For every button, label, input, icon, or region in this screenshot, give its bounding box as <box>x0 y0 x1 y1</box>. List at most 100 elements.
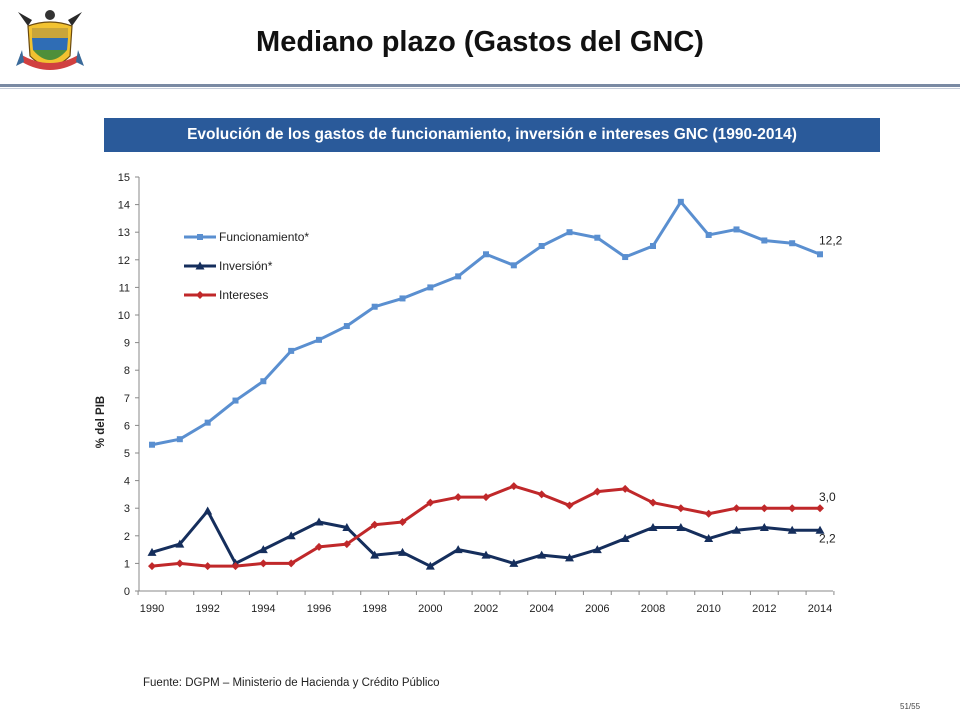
data-point-intereses <box>342 540 351 549</box>
data-point-inversin <box>732 525 741 534</box>
x-tick-label: 1996 <box>307 603 331 615</box>
x-tick-label: 2014 <box>808 603 832 615</box>
data-point-intereses <box>732 504 741 513</box>
x-tick-label: 2012 <box>752 603 776 615</box>
data-point-funcionamiento <box>566 229 573 236</box>
x-tick-label: 1994 <box>251 603 275 615</box>
x-tick-label: 2002 <box>474 603 498 615</box>
data-point-funcionamiento <box>483 251 489 258</box>
data-point-intereses <box>482 493 490 502</box>
data-point-funcionamiento <box>204 419 211 426</box>
data-point-inversin <box>370 550 380 559</box>
x-tick-label: 2006 <box>585 603 609 615</box>
data-point-inversin <box>398 547 407 556</box>
data-point-inversin <box>342 523 352 532</box>
legend-label-intereses: Intereses <box>219 288 268 302</box>
data-point-funcionamiento <box>176 436 183 443</box>
data-point-intereses <box>788 504 797 513</box>
legend-label-funcionamiento: Funcionamiento* <box>219 230 309 244</box>
data-point-intereses <box>370 520 379 529</box>
data-point-intereses <box>676 504 685 513</box>
data-point-funcionamiento <box>343 323 350 330</box>
y-tick-label: 9 <box>124 338 130 350</box>
data-point-funcionamiento <box>510 262 517 269</box>
data-point-intereses <box>315 542 323 551</box>
data-point-funcionamiento <box>316 336 322 343</box>
legend-marker-inversin <box>195 261 205 270</box>
data-point-inversin <box>537 550 547 559</box>
data-point-intereses <box>203 562 212 571</box>
data-point-inversin <box>704 534 714 543</box>
data-point-funcionamiento <box>371 303 378 310</box>
data-point-funcionamiento <box>677 198 684 205</box>
data-point-funcionamiento <box>761 237 768 244</box>
data-point-funcionamiento <box>232 397 239 404</box>
x-tick-label: 1998 <box>362 603 386 615</box>
data-point-intereses <box>426 498 435 507</box>
data-point-funcionamiento <box>594 234 601 241</box>
x-tick-label: 2004 <box>529 603 553 615</box>
data-point-intereses <box>454 493 463 502</box>
data-point-funcionamiento <box>650 243 656 249</box>
y-tick-label: 3 <box>124 503 130 515</box>
chart-banner-text: Evolución de los gastos de funcionamient… <box>187 126 797 143</box>
data-point-intereses <box>816 504 824 513</box>
data-point-inversin <box>565 553 574 562</box>
data-point-inversin <box>286 531 296 540</box>
end-value-label-funcionamiento: 12,2 <box>819 233 843 247</box>
data-point-intereses <box>621 484 630 493</box>
data-point-funcionamiento <box>705 231 712 238</box>
y-tick-label: 15 <box>118 172 130 184</box>
x-tick-label: 1992 <box>195 603 219 615</box>
end-value-label-intereses: 3,0 <box>819 490 836 504</box>
data-point-intereses <box>231 562 240 571</box>
data-point-inversin <box>620 534 630 543</box>
data-point-inversin <box>759 523 769 532</box>
data-point-funcionamiento <box>538 243 545 249</box>
chart-banner: Evolución de los gastos de funcionamient… <box>104 118 880 152</box>
y-tick-label: 1 <box>124 558 130 570</box>
data-point-funcionamiento <box>260 378 267 385</box>
y-tick-label: 13 <box>118 227 130 239</box>
data-point-inversin <box>815 525 825 534</box>
data-point-inversin <box>203 506 213 515</box>
y-axis-label: % del PIB <box>95 396 107 448</box>
data-point-intereses <box>148 562 156 571</box>
y-tick-label: 14 <box>118 200 130 212</box>
data-point-inversin <box>648 523 658 532</box>
source-note: Fuente: DGPM – Ministerio de Hacienda y … <box>143 677 440 689</box>
slide-title: Mediano plazo (Gastos del GNC) <box>256 26 704 58</box>
y-tick-label: 7 <box>124 393 130 405</box>
data-point-intereses <box>565 501 574 510</box>
data-point-intereses <box>398 518 407 526</box>
y-tick-label: 12 <box>118 255 130 267</box>
y-tick-label: 0 <box>124 586 130 598</box>
data-point-funcionamiento <box>622 254 629 261</box>
data-point-inversin <box>314 517 324 526</box>
y-tick-label: 11 <box>119 282 130 294</box>
x-tick-label: 2008 <box>641 603 665 615</box>
data-point-funcionamiento <box>427 284 434 291</box>
title-divider <box>0 84 960 87</box>
data-point-inversin <box>592 545 602 554</box>
end-value-label-inversin: 2,2 <box>819 531 836 545</box>
data-point-funcionamiento <box>789 240 796 247</box>
y-tick-label: 10 <box>118 310 130 322</box>
data-point-funcionamiento <box>817 251 823 258</box>
data-point-funcionamiento <box>399 295 406 302</box>
data-point-intereses <box>509 482 518 491</box>
data-point-inversin <box>258 545 268 554</box>
data-point-intereses <box>593 487 602 496</box>
legend-marker-funcionamiento <box>197 234 203 240</box>
data-point-inversin <box>147 547 157 556</box>
data-point-inversin <box>175 539 185 548</box>
data-point-funcionamiento <box>733 226 740 233</box>
y-tick-label: 4 <box>124 476 130 488</box>
data-point-intereses <box>649 498 657 507</box>
data-point-inversin <box>509 558 519 567</box>
data-point-intereses <box>259 559 268 568</box>
x-tick-label: 2010 <box>696 603 720 615</box>
title-divider-thin <box>0 88 960 89</box>
legend-label-inversin: Inversión* <box>219 259 273 273</box>
